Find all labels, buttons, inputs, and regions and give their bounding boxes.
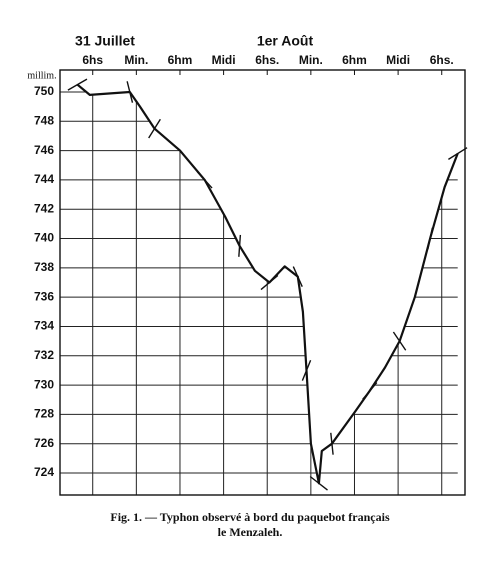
y-tick-label: 740 [34, 231, 54, 245]
y-tick-label: 726 [34, 436, 54, 450]
wind-arrow [148, 118, 161, 139]
x-tick-label: 6hm [168, 53, 193, 67]
wind-arrow [448, 147, 468, 160]
y-unit-label: millim. [27, 70, 56, 81]
caption: Fig. 1. — Typhon observé à bord du paque… [110, 510, 390, 524]
caption: le Menzaleh. [218, 525, 283, 539]
wind-arrow [301, 359, 312, 381]
wind-arrow [392, 331, 407, 351]
wind-arrow [238, 234, 242, 257]
wind-arrow [196, 171, 213, 189]
y-tick-label: 730 [34, 377, 54, 391]
date-label: 31 Juillet [75, 33, 135, 49]
x-tick-label: Midi [212, 53, 236, 67]
y-tick-label: 748 [34, 113, 54, 127]
y-tick-label: 738 [34, 260, 54, 274]
wind-arrow [67, 78, 88, 91]
x-tick-label: 6hm [342, 53, 367, 67]
y-tick-label: 744 [34, 172, 54, 186]
plot-frame [59, 69, 466, 496]
date-label: 1er Août [257, 33, 314, 49]
pressure-line [76, 83, 459, 485]
y-tick-label: 750 [34, 84, 54, 98]
wind-arrow [362, 382, 378, 400]
grid [60, 84, 458, 495]
x-tick-label: 6hs [82, 53, 103, 67]
x-tick-label: Midi [386, 53, 410, 67]
y-tick-label: 746 [34, 143, 54, 157]
wind-arrow [330, 432, 334, 455]
wind-arrow [427, 227, 434, 250]
y-tick-label: 736 [34, 289, 54, 303]
wind-arrow [260, 274, 279, 291]
wind-arrow [309, 475, 328, 491]
x-tick-label: 6hs. [255, 53, 279, 67]
wind-arrow [126, 81, 134, 103]
y-tick-label: 732 [34, 348, 54, 362]
x-tick-label: 6hs. [430, 53, 454, 67]
y-tick-label: 742 [34, 201, 54, 215]
y-tick-label: 728 [34, 407, 54, 421]
y-tick-label: 734 [34, 319, 54, 333]
x-tick-label: Min. [299, 53, 323, 67]
y-tick-label: 724 [34, 465, 54, 479]
wind-arrow [292, 266, 303, 287]
x-tick-label: Min. [124, 53, 148, 67]
